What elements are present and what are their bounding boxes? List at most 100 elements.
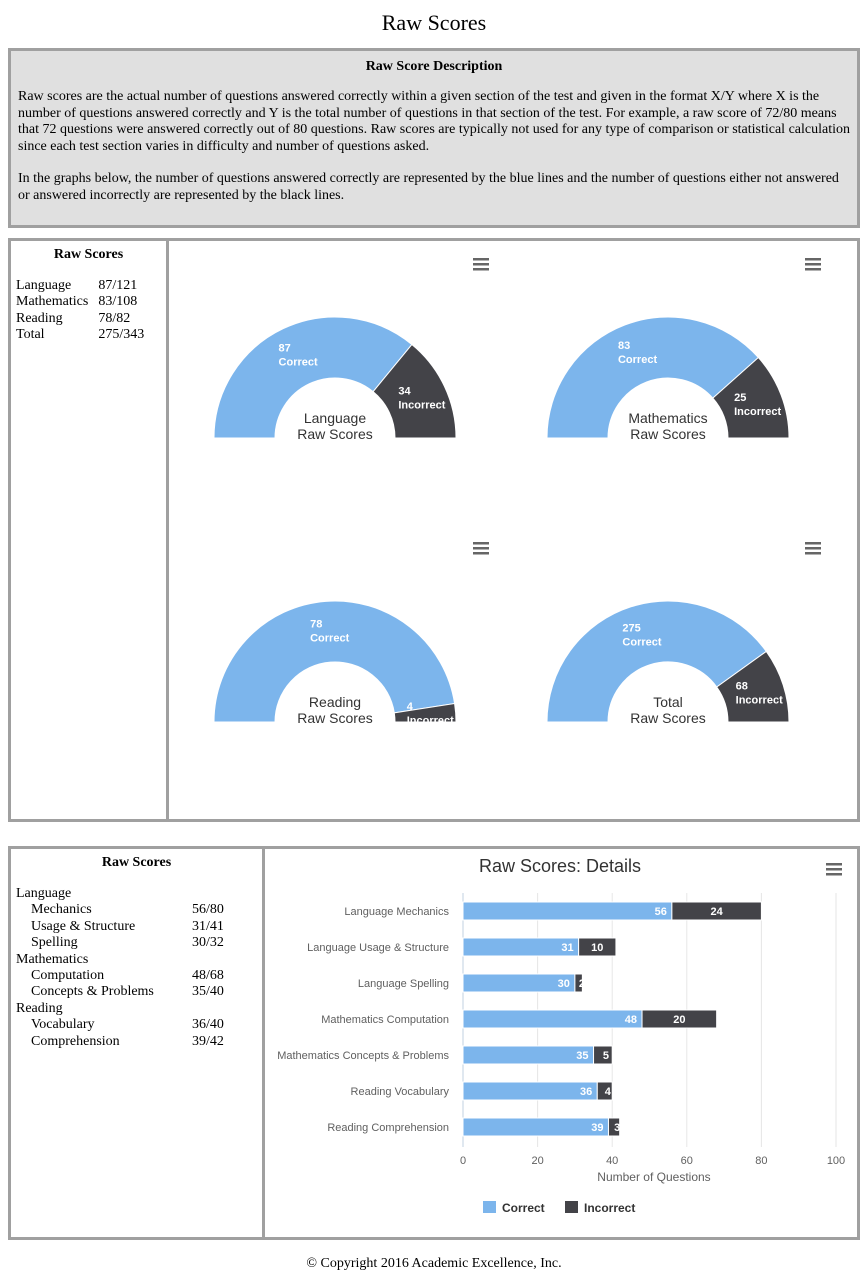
legend-swatch	[565, 1201, 578, 1213]
row-score: 78/82	[98, 310, 131, 326]
item-label: Mechanics	[31, 902, 92, 918]
item-row: Concepts & Problems 35/40	[16, 984, 236, 1000]
pie-slice	[712, 356, 790, 439]
bar	[462, 1117, 609, 1137]
bar	[462, 901, 673, 921]
data-label-category: Incorrect	[398, 400, 445, 412]
data-label: 275	[622, 622, 640, 634]
group-label: Reading	[16, 1000, 63, 1016]
pie-slice	[213, 316, 413, 439]
bar	[607, 1117, 621, 1137]
bar	[671, 901, 762, 921]
group-row: Language	[16, 886, 236, 902]
row-score: 83/108	[98, 294, 138, 310]
chart-title: Raw Scores: Details	[479, 856, 641, 876]
item-label: Vocabulary	[31, 1017, 95, 1033]
details-panel: Raw Scores Language Mechanics 56/80 Usage &…	[8, 846, 860, 1240]
data-label: 25	[734, 392, 746, 404]
row-score: 275/343	[98, 327, 145, 343]
x-tick-label: 40	[606, 1155, 618, 1167]
data-label-category: Incorrect	[407, 715, 454, 727]
data-label-category: Correct	[618, 354, 657, 366]
summary-row: Mathematics 83/108	[16, 294, 144, 310]
x-tick-label: 20	[531, 1155, 543, 1167]
row-label: Total	[16, 327, 45, 343]
data-label: 36	[580, 1086, 592, 1098]
data-label-category: Incorrect	[736, 694, 783, 706]
data-label-category: Correct	[622, 636, 661, 648]
description-text: In the graphs below, the number of quest…	[18, 171, 839, 203]
data-label: 10	[591, 942, 603, 954]
pie-title: Total Raw Scores	[630, 694, 706, 726]
y-tick-label: Mathematics Concepts & Problems	[277, 1050, 449, 1062]
x-tick-label: 100	[827, 1155, 845, 1167]
item-row: Spelling 30/32	[16, 935, 236, 951]
details-column: Raw Scores Language Mechanics 56/80 Usage &…	[11, 849, 265, 1237]
data-label: 4	[605, 1086, 612, 1098]
page-title: Raw Scores	[381, 10, 487, 35]
group-row: Reading	[16, 1001, 236, 1017]
row-score: 87/121	[98, 278, 138, 293]
item-score: 30/32	[192, 935, 224, 951]
summary-row: Total 275/343	[16, 327, 144, 343]
item-label: Computation	[31, 968, 105, 984]
data-label: 39	[591, 1122, 603, 1134]
y-tick-label: Reading Comprehension	[327, 1122, 449, 1134]
description-text: Raw scores are the actual number of ques…	[18, 89, 850, 154]
pie-title: Reading Raw Scores	[297, 694, 373, 726]
row-label: Mathematics	[16, 294, 89, 310]
item-score: 56/80	[192, 902, 224, 918]
description-heading: Raw Score Description	[365, 59, 503, 74]
group-row: Mathematics	[16, 952, 236, 968]
summary-table: Language 87/121 Mathematics 83/108 Reading 78…	[16, 278, 144, 344]
item-label: Spelling	[31, 935, 78, 951]
data-label: 4	[407, 701, 414, 713]
item-score: 39/42	[192, 1033, 224, 1049]
group-label: Language	[16, 886, 72, 901]
details-table: Language Mechanics 56/80 Usage & Structure 3…	[16, 886, 236, 1050]
item-score: 31/41	[192, 918, 224, 934]
item-label: Usage & Structure	[31, 918, 136, 934]
data-label-category: Incorrect	[734, 406, 781, 418]
summary-row: Reading 78/82	[16, 311, 144, 327]
item-row: Computation 48/68	[16, 968, 236, 984]
data-label: 31	[561, 942, 573, 954]
x-axis-label: Number of Questions	[597, 1170, 710, 1184]
x-tick-label: 0	[460, 1155, 466, 1167]
item-row: Comprehension 39/42	[16, 1034, 236, 1050]
data-label: 3	[614, 1122, 620, 1134]
legend-label: Incorrect	[584, 1201, 635, 1215]
item-label: Comprehension	[31, 1033, 120, 1049]
menu-icons	[473, 258, 842, 876]
item-row: Usage & Structure 31/41	[16, 919, 236, 935]
bar	[462, 1045, 595, 1065]
bar	[578, 937, 617, 957]
pie-slice	[393, 702, 457, 723]
item-score: 36/40	[192, 1017, 224, 1033]
row-label: Language	[16, 278, 72, 293]
data-label: 83	[618, 340, 630, 352]
bar	[641, 1009, 718, 1029]
bar	[593, 1045, 613, 1065]
y-tick-label: Language Usage & Structure	[307, 942, 449, 954]
bar	[574, 973, 583, 993]
pie-slice	[213, 600, 456, 723]
data-label: 78	[310, 618, 322, 630]
data-label: 20	[673, 1014, 685, 1026]
data-label-category: Correct	[310, 632, 349, 644]
item-label: Concepts & Problems	[31, 984, 154, 1000]
data-label: 5	[603, 1050, 609, 1062]
bar	[462, 1081, 598, 1101]
pie-title: Mathematics Raw Scores	[628, 410, 708, 442]
y-tick-label: Mathematics Computation	[321, 1014, 449, 1026]
pie-slice	[546, 600, 767, 723]
legend-label: Correct	[502, 1201, 545, 1215]
data-label: 2	[579, 978, 585, 990]
summary-row: Language 87/121	[16, 278, 144, 294]
pie-slice	[716, 650, 790, 723]
data-label: 24	[711, 906, 724, 918]
item-score: 35/40	[192, 984, 224, 1000]
item-score: 48/68	[192, 968, 224, 984]
